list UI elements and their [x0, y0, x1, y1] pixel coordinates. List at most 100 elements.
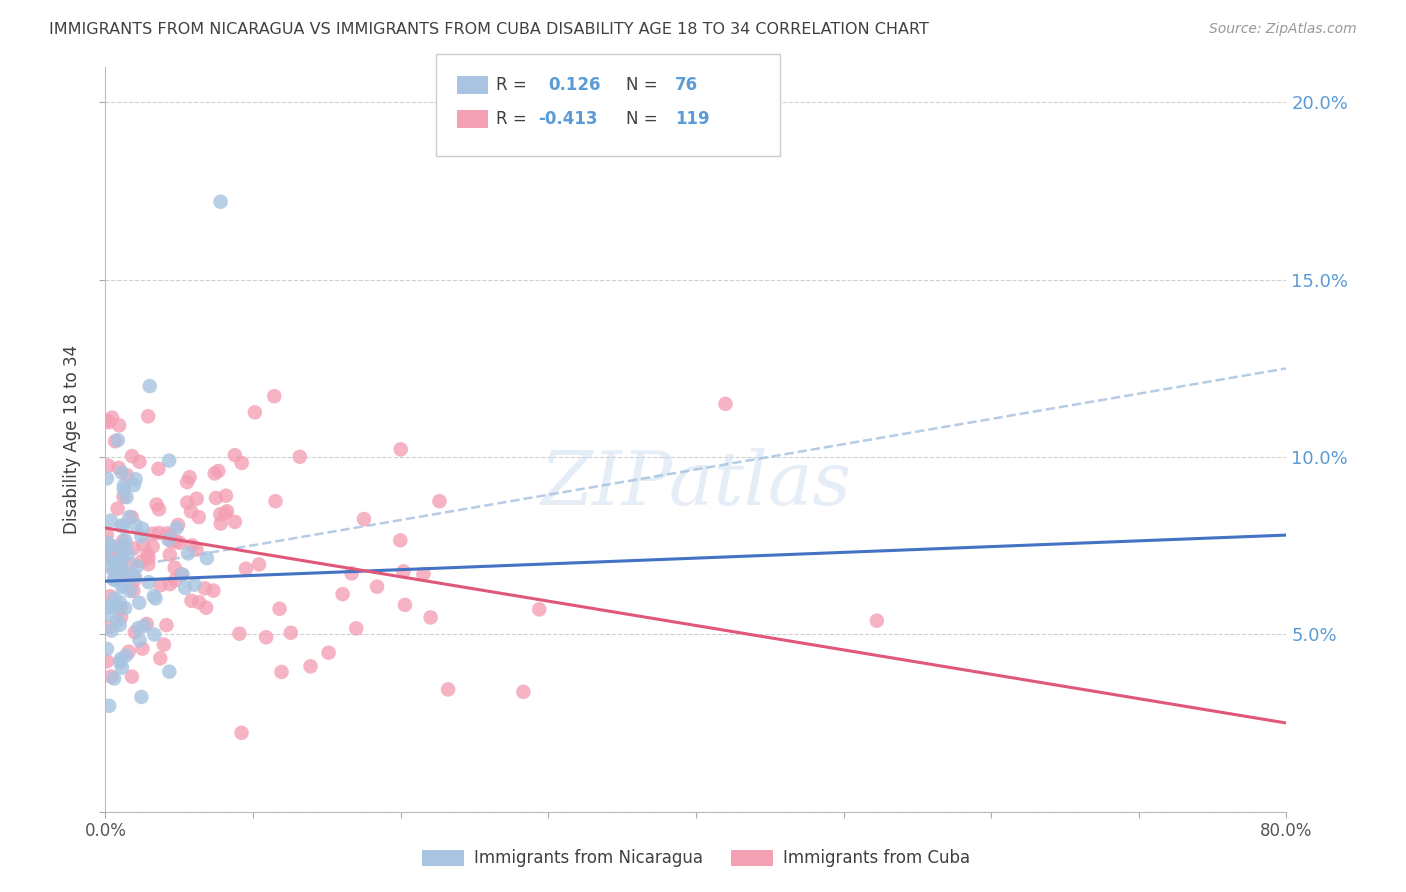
Point [111, 519, 134, 533]
Point [96, 600, 118, 615]
Point [142, 540, 165, 554]
Point [169, 535, 191, 549]
Point [103, 573, 125, 587]
Text: R =: R = [496, 76, 533, 94]
Point [156, 526, 179, 541]
Point [529, 602, 551, 616]
Point [122, 583, 145, 598]
Point [224, 515, 246, 529]
Point [101, 539, 124, 553]
Point [105, 614, 128, 628]
Point [121, 670, 143, 684]
Point [114, 601, 136, 615]
Point [148, 525, 170, 540]
Point [138, 550, 160, 565]
Text: Immigrants from Cuba: Immigrants from Cuba [783, 849, 970, 867]
Point [110, 601, 132, 615]
Point [108, 655, 131, 669]
Point [96, 471, 118, 485]
Point [127, 621, 149, 635]
Point [332, 587, 354, 601]
Point [194, 581, 217, 595]
Point [143, 627, 166, 641]
Point [115, 490, 138, 504]
Point [96, 545, 118, 559]
Point [202, 583, 225, 598]
Text: 0.126: 0.126 [548, 76, 600, 94]
Point [107, 461, 129, 475]
Point [100, 670, 122, 684]
Point [112, 483, 135, 497]
Point [247, 558, 270, 572]
Point [132, 537, 155, 551]
Text: Immigrants from Nicaragua: Immigrants from Nicaragua [474, 849, 703, 867]
Point [136, 558, 159, 572]
Point [437, 682, 460, 697]
Point [209, 508, 232, 522]
Point [177, 546, 200, 560]
Point [96, 654, 118, 668]
Point [138, 379, 162, 393]
Point [114, 533, 136, 547]
Point [318, 646, 340, 660]
Point [215, 489, 238, 503]
Point [107, 599, 129, 614]
Point [134, 619, 156, 633]
Point [131, 529, 153, 543]
Point [235, 562, 257, 576]
Point [207, 464, 229, 478]
Point [142, 526, 165, 541]
Point [96, 536, 118, 550]
Point [214, 506, 236, 520]
Point [103, 672, 125, 686]
Text: ZIPatlas: ZIPatlas [540, 448, 852, 520]
Point [107, 556, 129, 570]
Point [128, 633, 150, 648]
Point [149, 578, 172, 592]
Point [205, 491, 228, 505]
Point [125, 518, 148, 533]
Point [101, 410, 124, 425]
Point [100, 624, 122, 638]
Point [131, 690, 153, 704]
Point [264, 494, 287, 508]
Point [117, 547, 139, 561]
Point [165, 573, 187, 587]
Point [419, 610, 441, 624]
Point [204, 467, 226, 481]
Point [96, 641, 118, 656]
Point [124, 625, 146, 640]
Text: 76: 76 [675, 76, 697, 94]
Point [215, 504, 238, 518]
Point [122, 541, 145, 556]
Point [172, 567, 194, 582]
Point [103, 591, 125, 606]
Point [104, 573, 127, 587]
Point [128, 455, 150, 469]
Point [153, 638, 176, 652]
Point [124, 569, 146, 583]
Point [389, 533, 412, 548]
Point [98, 698, 121, 713]
Point [344, 621, 367, 635]
Point [97, 415, 120, 429]
Point [112, 478, 135, 492]
Point [108, 418, 131, 433]
Point [111, 562, 134, 576]
Point [149, 651, 172, 665]
Point [101, 562, 124, 576]
Point [714, 397, 737, 411]
Text: N =: N = [626, 76, 662, 94]
Point [98, 589, 121, 603]
Point [108, 617, 131, 632]
Point [112, 578, 135, 592]
Point [111, 660, 134, 674]
Point [159, 548, 181, 562]
Point [429, 494, 451, 508]
Point [288, 450, 311, 464]
Point [145, 498, 167, 512]
Point [96, 528, 118, 542]
Point [195, 551, 218, 566]
Point [104, 556, 127, 570]
Point [138, 575, 160, 590]
